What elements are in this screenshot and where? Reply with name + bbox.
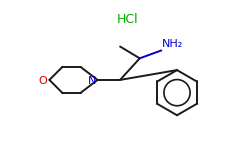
Text: N: N [88,76,96,86]
Text: HCl: HCl [117,13,139,26]
Text: NH₂: NH₂ [162,39,184,50]
Text: O: O [39,76,48,86]
